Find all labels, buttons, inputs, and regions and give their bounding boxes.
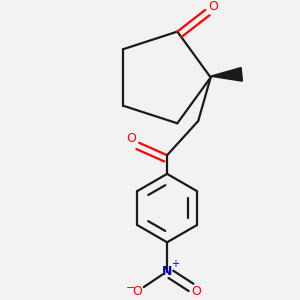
Text: +: + (171, 259, 179, 269)
Polygon shape (211, 68, 242, 81)
Text: −: − (126, 283, 135, 293)
Text: N: N (162, 265, 172, 278)
Text: O: O (192, 285, 202, 298)
Text: O: O (126, 132, 136, 145)
Text: O: O (133, 285, 142, 298)
Text: O: O (208, 0, 218, 13)
